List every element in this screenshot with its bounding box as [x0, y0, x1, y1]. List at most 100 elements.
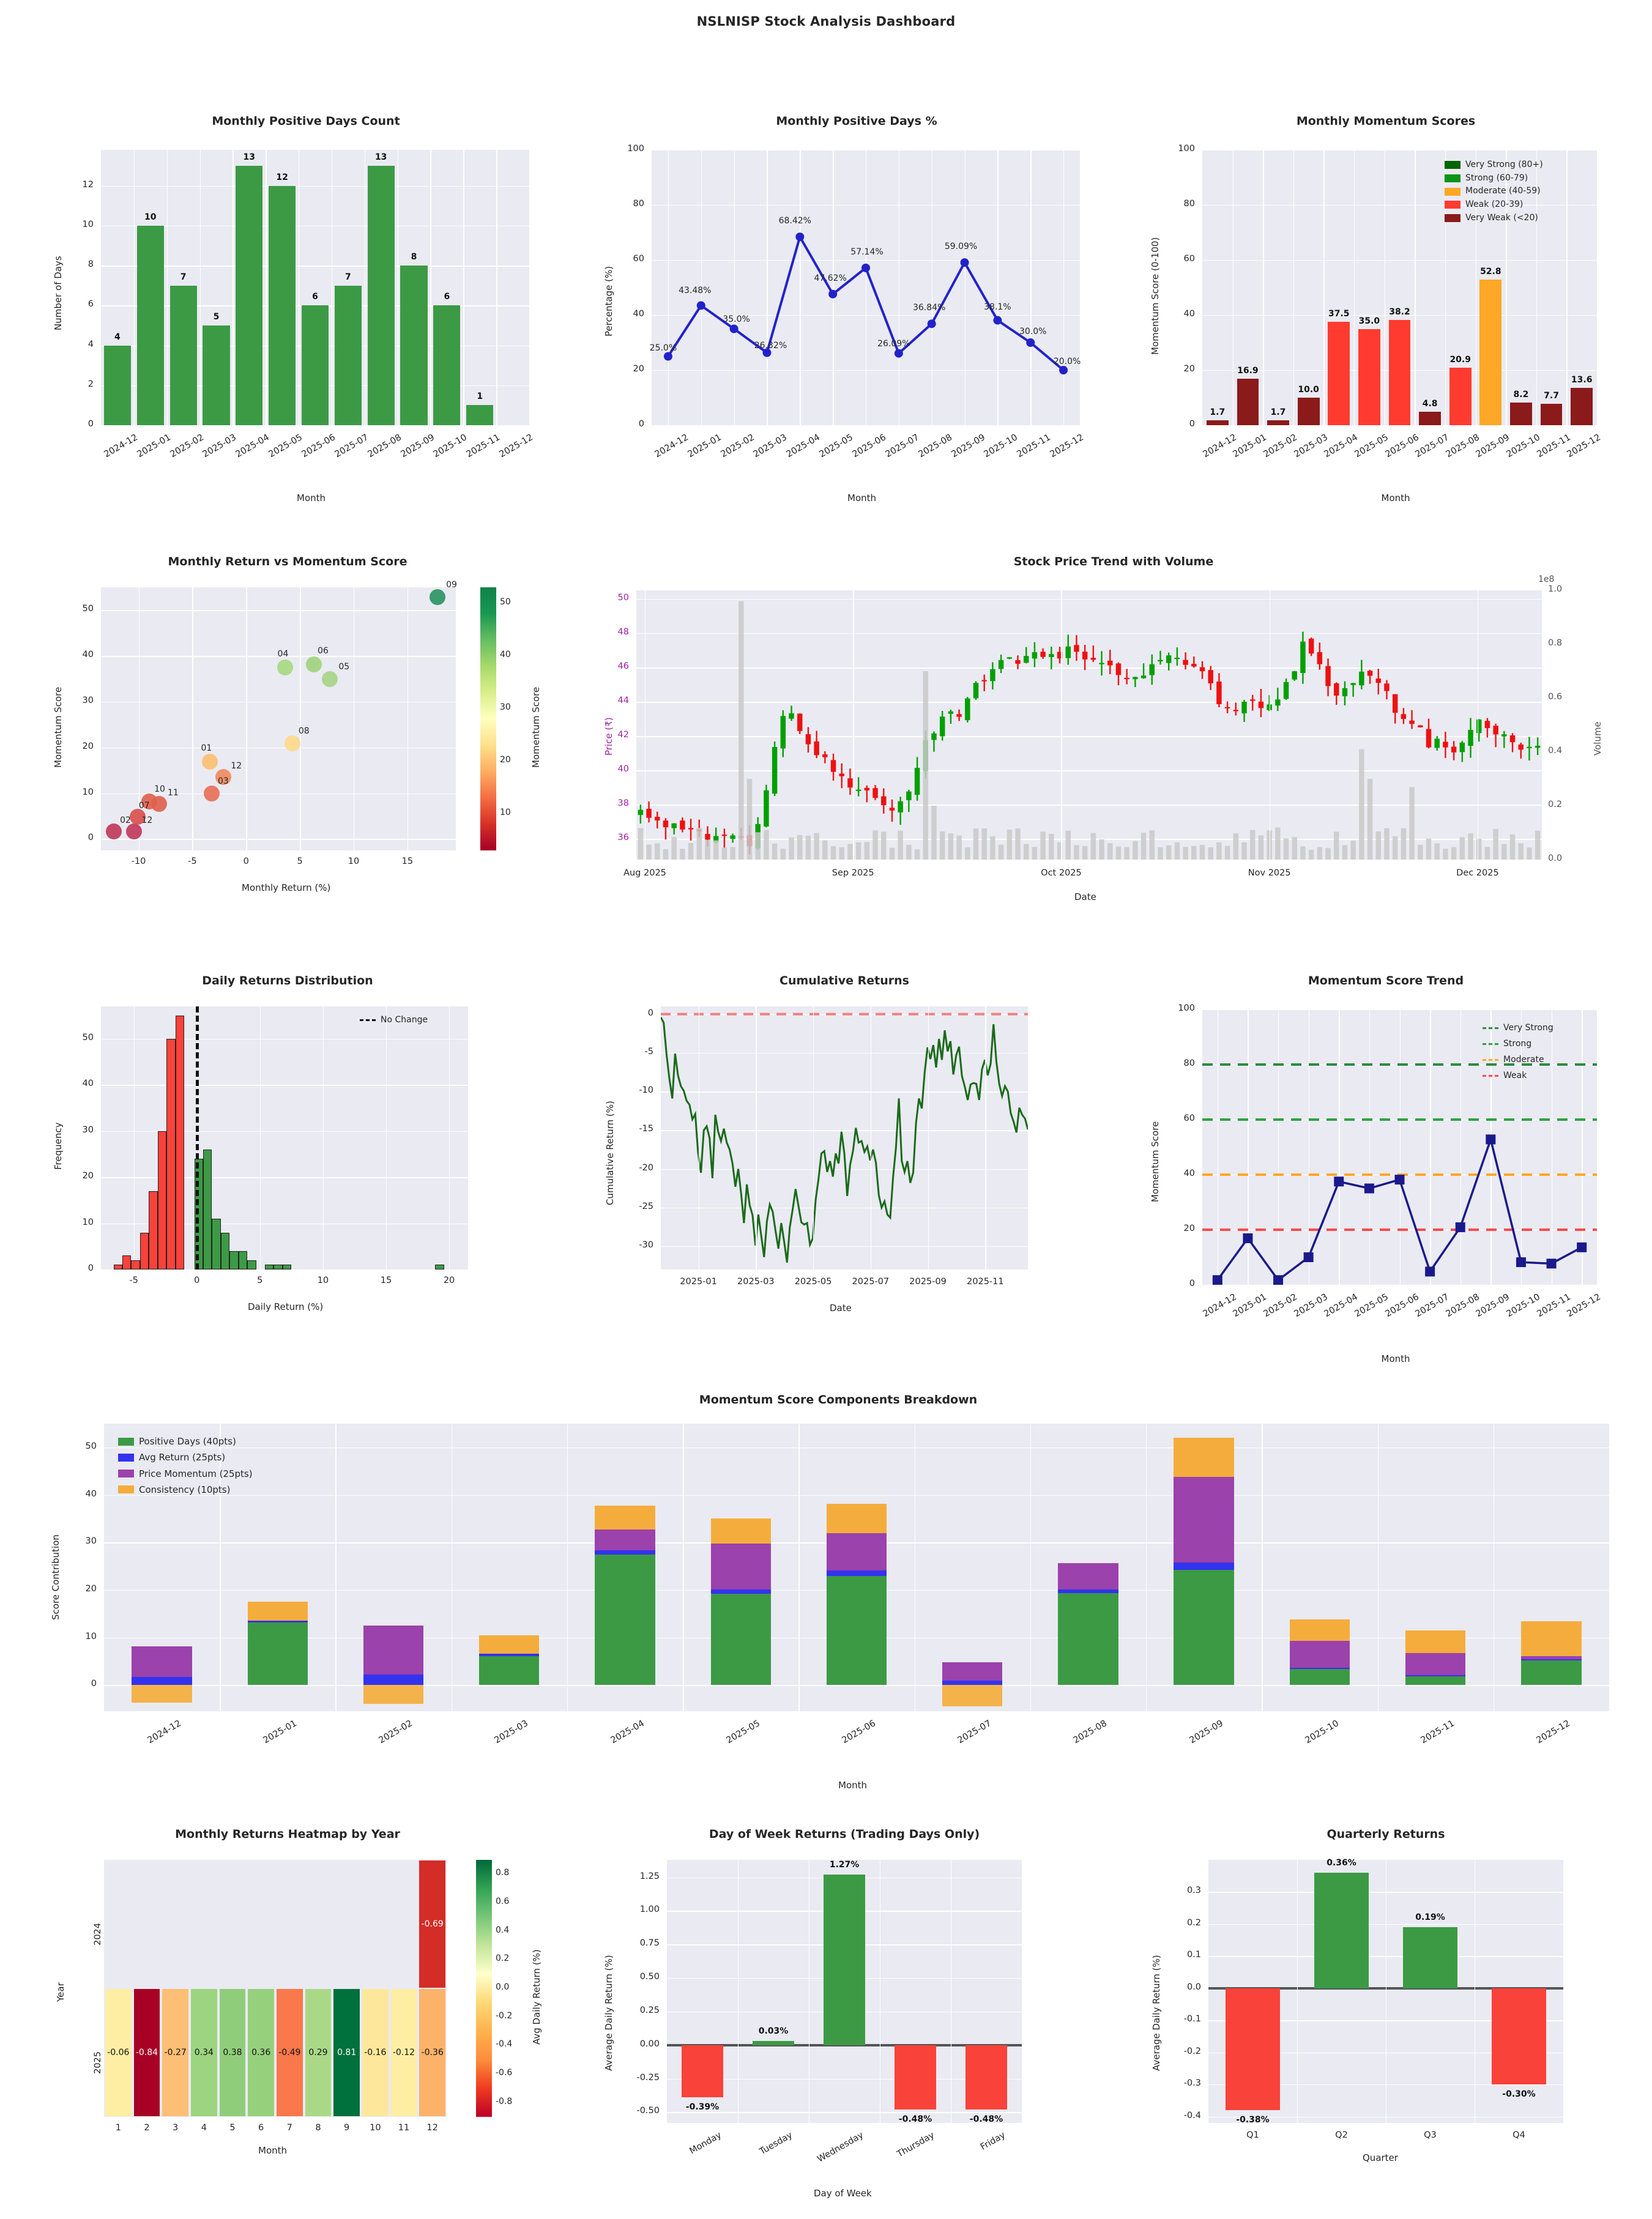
y-tick-histogram: 10 [82, 1217, 94, 1227]
x-tick-components: 2025-12 [1535, 1719, 1572, 1746]
axes-candles [636, 590, 1542, 860]
y-tick-quarterly: 0.3 [1186, 1886, 1201, 1896]
y-tick-price: 50 [617, 593, 629, 603]
scatter-point-label: 06 [318, 645, 329, 656]
x-tick-cumulative: 2025-07 [852, 1277, 890, 1287]
bar-value-label: 7.7 [1544, 391, 1559, 401]
bar-value-label: 7 [344, 272, 351, 282]
gridline-horizontal [667, 2078, 1022, 2080]
y-tick-cumulative: -30 [639, 1240, 653, 1251]
bar-histogram [212, 1219, 221, 1269]
stack-segment [710, 1518, 771, 1544]
plot-histogram: 0 10 20 30 40 50 -5 0 5 10 15 20 No Change Daily Retu… [37, 991, 538, 1346]
stack-segment [826, 1533, 887, 1571]
y-tick-scatter: 10 [82, 787, 94, 797]
bar-value-label: 6 [444, 292, 450, 302]
scatter-point-label: 09 [446, 580, 457, 590]
bar-histogram [175, 1016, 185, 1269]
x-tick-scatter: 0 [243, 857, 249, 866]
x-tick-heatmap: 8 [315, 2123, 321, 2133]
x-tick-dow: Monday [688, 2130, 723, 2157]
scatter-point [201, 753, 218, 770]
x-axis-label-positive-days: Month [297, 492, 326, 504]
panel-title-scatter: Monthly Return vs Momentum Score [168, 555, 407, 568]
y-tick-quarterly: -0.2 [1183, 2046, 1201, 2056]
stack-segment [826, 1570, 887, 1576]
scatter-point [204, 785, 220, 801]
x-tick-momentum-trend: 2024-12 [1201, 1292, 1238, 1320]
x-tick-components: 2025-01 [261, 1719, 299, 1746]
bar-positive-days [169, 285, 197, 425]
gridline-vertical [449, 1006, 450, 1269]
x-tick-candles: Oct 2025 [1041, 868, 1082, 878]
scatter-point [126, 823, 143, 839]
stack-segment [1405, 1676, 1466, 1686]
gridline-vertical [1460, 1009, 1462, 1285]
stack-segment [1058, 1563, 1118, 1590]
x-tick-components: 2025-04 [609, 1719, 646, 1746]
point-value-label: 38.1% [984, 302, 1011, 312]
y-tick-positive-pct: 100 [627, 144, 644, 154]
x-tick-scatter: -5 [188, 857, 197, 866]
gridline-horizontal [101, 425, 529, 426]
gridline-horizontal [101, 1131, 468, 1132]
x-axis-label-heatmap: Month [258, 2145, 288, 2156]
axes-momentum-bars [1202, 150, 1598, 426]
point-value-label: 43.48% [679, 286, 712, 296]
stack-segment [363, 1626, 424, 1675]
stack-segment [826, 1575, 887, 1686]
y-tick-momentum-trend: 80 [1183, 1058, 1195, 1068]
bar-dow [682, 2045, 723, 2098]
stack-segment [1521, 1659, 1582, 1660]
bar-histogram [229, 1251, 239, 1269]
gridline-vertical [964, 150, 966, 425]
point-value-label: 36.84% [912, 303, 946, 313]
stack-segment [595, 1554, 655, 1686]
x-tick-heatmap: 2 [144, 2123, 150, 2133]
bar-momentum [1571, 387, 1593, 425]
x-axis-label-candles: Date [1074, 891, 1096, 902]
point-value-label: 47.62% [814, 273, 847, 283]
y-tick-quarterly: 0.0 [1186, 1982, 1201, 1992]
x-tick-histogram: 0 [194, 1276, 200, 1285]
stack-segment [1174, 1437, 1234, 1477]
x-tick-candles: Aug 2025 [623, 868, 666, 878]
gridline-vertical [133, 1006, 135, 1269]
heatmap-cell: 0.36 [248, 1989, 274, 2116]
x-axis-label-momentum-bars: Month [1381, 492, 1410, 504]
bar-histogram [238, 1251, 248, 1269]
x-axis-label-momentum-trend: Month [1381, 1353, 1410, 1364]
bar-momentum [1237, 378, 1259, 425]
gridline-vertical [1490, 1009, 1492, 1285]
legend-swatch [1445, 174, 1460, 183]
plot-cumulative: 0 -5 -10 -15 -20 -25 -30 2025-01 2025-03 2025-05 2… [587, 991, 1101, 1346]
bar-histogram [113, 1265, 123, 1269]
x-tick-heatmap: 3 [173, 2123, 179, 2133]
bar-value-label: 8.2 [1513, 390, 1529, 400]
panel-positive-pct: Monthly Positive Days % 0 20 40 60 80 100 2024… [587, 114, 1126, 543]
legend-swatch [118, 1453, 134, 1462]
x-tick-heatmap: 5 [229, 2123, 236, 2133]
bar-value-label: 38.2 [1389, 307, 1410, 318]
stack-segment [1521, 1656, 1582, 1660]
heatmap-cell: 0.34 [191, 1989, 217, 2116]
scatter-point-label: 01 [201, 743, 212, 753]
gridline-horizontal [667, 2112, 1022, 2113]
gridline-vertical [138, 587, 140, 850]
panel-momentum-bars: Monthly Momentum Scores 0 20 40 60 80 100 1.7 2… [1135, 114, 1637, 543]
point-value-label: 20.0% [1053, 357, 1081, 366]
bar-positive-days [400, 266, 428, 425]
plot-positive-days: 0 2 4 6 8 10 12 4 2024-12 10 2025-01 7 2025-02 5 2025-… [37, 132, 575, 535]
stack-segment [595, 1550, 655, 1555]
legend-label: No Change [381, 1015, 428, 1025]
heatmap-cell: 0.81 [333, 1989, 360, 2116]
bar-value-label: 37.5 [1328, 309, 1350, 319]
gridline-vertical [1030, 1424, 1032, 1711]
y-tick-histogram: 50 [82, 1032, 94, 1043]
panel-title-histogram: Daily Returns Distribution [202, 974, 373, 987]
stack-segment [247, 1601, 308, 1621]
x-axis-label-positive-pct: Month [847, 492, 877, 504]
bar-value-label: 6 [312, 292, 318, 302]
bar-value-label: 1 [477, 392, 483, 402]
gridline-vertical [1520, 1009, 1522, 1285]
